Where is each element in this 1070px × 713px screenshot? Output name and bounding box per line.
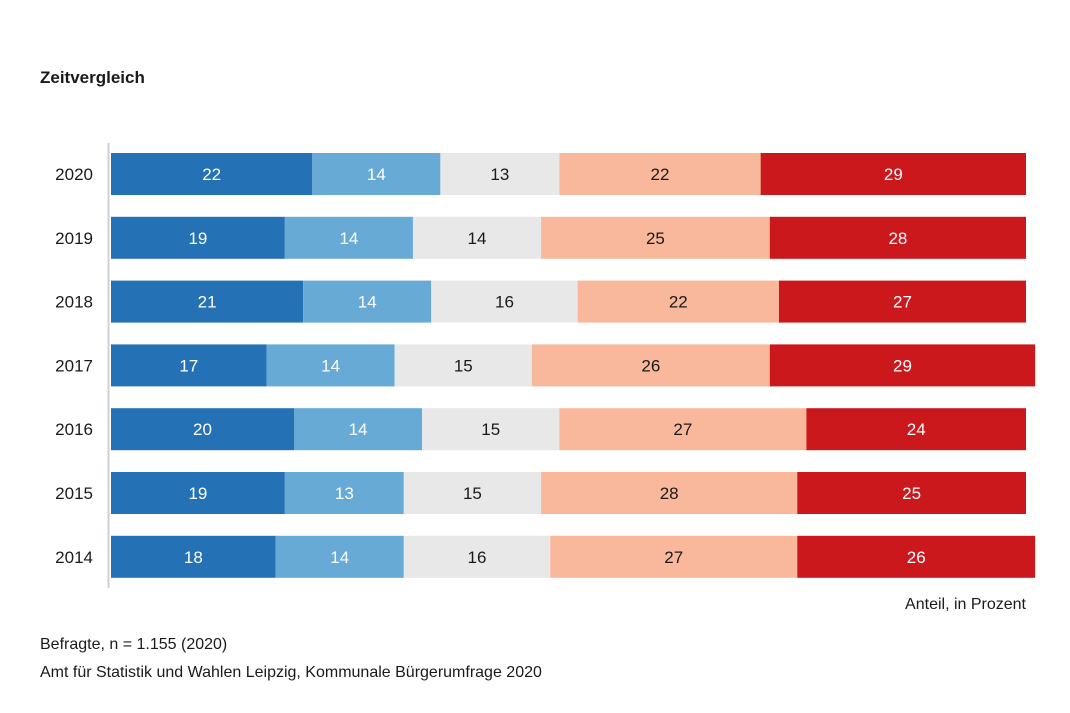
bar-segment-2015-series-5 [797, 472, 1026, 514]
bar-segment-2017-series-1 [111, 344, 267, 387]
data-label: 25 [902, 484, 921, 503]
data-label: 25 [646, 229, 665, 248]
data-label: 15 [454, 356, 473, 375]
bar-segment-2018-series-3 [431, 280, 578, 323]
data-label: 14 [358, 293, 377, 312]
data-label: 19 [188, 484, 207, 503]
y-tick-label: 2014 [55, 548, 93, 567]
data-label: 27 [673, 420, 692, 439]
bar-segment-2019-series-5 [769, 216, 1026, 259]
data-label: 14 [330, 548, 349, 567]
data-label: 22 [651, 165, 670, 184]
bar-segment-2016-series-2 [294, 408, 423, 451]
bar-segment-2020-series-2 [312, 153, 441, 195]
data-label: 22 [669, 293, 688, 312]
y-axis-tick-labels: 2020 2019 2018 2017 2016 2015 2014 [55, 165, 93, 567]
bar-segment-2017-series-5 [769, 344, 1036, 387]
bar-segment-2017-series-3 [394, 344, 532, 387]
bars-group: 22 14 13 22 29 19 14 14 25 28 21 14 16 22 27 17 14 15 26 29… [111, 153, 1036, 578]
data-label: 15 [481, 420, 500, 439]
data-label: 27 [664, 548, 683, 567]
bar-segment-2016-series-3 [422, 408, 560, 451]
data-label: 26 [641, 356, 660, 375]
data-label: 17 [179, 356, 198, 375]
y-tick-label: 2020 [55, 165, 93, 184]
data-label: 16 [495, 293, 514, 312]
bar-segment-2014-series-2 [275, 535, 404, 578]
data-label: 13 [335, 484, 354, 503]
data-label: 26 [907, 548, 926, 567]
data-label: 28 [888, 229, 907, 248]
bar-segment-2016-series-1 [111, 408, 294, 451]
bar-segment-2015-series-3 [403, 472, 542, 514]
data-label: 27 [893, 293, 912, 312]
bar-segment-2014-series-5 [797, 535, 1036, 578]
data-label: 16 [468, 548, 487, 567]
bar-segment-2019-series-3 [412, 216, 542, 259]
data-label: 14 [468, 229, 487, 248]
y-tick-label: 2015 [55, 484, 93, 503]
bar-segment-2019-series-2 [284, 216, 413, 259]
bar-segment-2018-series-2 [303, 280, 432, 323]
bar-segment-2015-series-1 [111, 472, 285, 514]
data-label: 14 [321, 356, 340, 375]
chart-title: Zeitvergleich [40, 68, 145, 87]
data-label: 20 [193, 420, 212, 439]
bar-segment-2015-series-4 [541, 472, 798, 514]
data-label: 13 [490, 165, 509, 184]
data-label: 24 [907, 420, 926, 439]
bar-segment-2014-series-4 [550, 535, 798, 578]
bar-segment-2019-series-1 [111, 216, 285, 259]
bar-segment-2017-series-4 [531, 344, 770, 387]
y-tick-label: 2019 [55, 229, 93, 248]
bar-segment-2014-series-1 [111, 535, 276, 578]
bar-segment-2020-series-3 [440, 153, 560, 195]
bar-segment-2018-series-4 [577, 280, 779, 323]
data-label: 21 [198, 293, 217, 312]
source-note: Amt für Statistik und Wahlen Leipzig, Ko… [40, 664, 542, 681]
y-tick-label: 2016 [55, 420, 93, 439]
data-label: 14 [349, 420, 368, 439]
bar-segment-2016-series-5 [806, 408, 1026, 451]
bar-segment-2018-series-1 [111, 280, 304, 323]
bar-segment-2014-series-3 [403, 535, 551, 578]
x-axis-label: Anteil, in Prozent [905, 596, 1026, 613]
bar-segment-2020-series-1 [111, 153, 313, 195]
data-label: 29 [884, 165, 903, 184]
data-label: 18 [184, 548, 203, 567]
sample-size-note: Befragte, n = 1.155 (2020) [40, 636, 228, 653]
data-label: 14 [367, 165, 386, 184]
bar-segment-2016-series-4 [559, 408, 807, 451]
bar-segment-2017-series-2 [266, 344, 395, 387]
data-label: 29 [893, 356, 912, 375]
bar-segment-2020-series-5 [760, 153, 1026, 195]
y-tick-label: 2017 [55, 356, 93, 375]
bar-segment-2019-series-4 [541, 216, 770, 259]
bar-segment-2015-series-2 [284, 472, 404, 514]
bar-segment-2018-series-5 [778, 280, 1026, 323]
data-label: 15 [463, 484, 482, 503]
data-label: 14 [339, 229, 358, 248]
data-label: 19 [188, 229, 207, 248]
data-label: 28 [660, 484, 679, 503]
y-tick-label: 2018 [55, 293, 93, 312]
data-label: 22 [202, 165, 221, 184]
bar-segment-2020-series-4 [559, 153, 761, 195]
